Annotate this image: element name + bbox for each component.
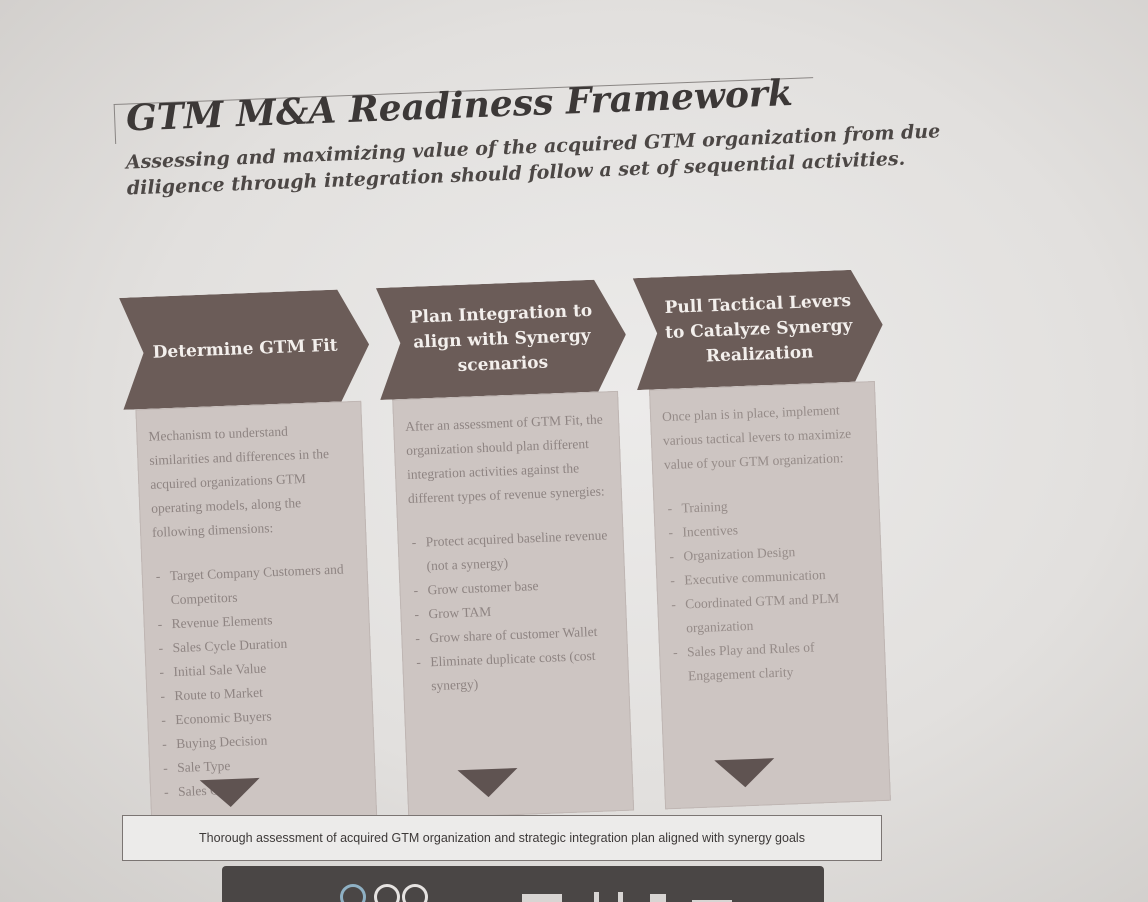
bullet-list: Protect acquired baseline revenue (not a… (409, 523, 617, 699)
list-item: Sales Play and Rules of Engagement clari… (687, 633, 875, 688)
chevron-label: Determine GTM Fit (152, 335, 338, 363)
title-tick (113, 103, 117, 144)
down-arrow-icon (199, 777, 261, 809)
window-icon[interactable] (522, 894, 562, 902)
slide: GTM M&A Readiness Framework Assessing an… (60, 0, 1094, 901)
list-item: Coordinated GTM and PLM organization (685, 585, 873, 640)
column-card: Once plan is in place, implement various… (649, 380, 891, 810)
column-card: Mechanism to understand similarities and… (135, 400, 378, 830)
divider-icon (594, 892, 599, 902)
monitor-icon[interactable] (692, 900, 732, 902)
taskbar (222, 866, 824, 902)
summary-box: Thorough assessment of acquired GTM orga… (122, 815, 882, 861)
card-intro: Once plan is in place, implement various… (661, 402, 852, 473)
list-item: Protect acquired baseline revenue (not a… (425, 523, 613, 578)
card-intro: Mechanism to understand similarities and… (148, 423, 330, 540)
list-item: Eliminate duplicate costs (cost synergy) (430, 643, 618, 698)
app-icon[interactable] (402, 884, 428, 902)
bullet-list: Target Company Customers and Competitors… (153, 557, 364, 805)
column-determine-gtm-fit: Determine GTM Fit Mechanism to understan… (119, 289, 378, 830)
chevron-label: Plan Integration to align with Synergy s… (409, 300, 593, 376)
browser-icon[interactable] (340, 884, 366, 902)
chevron-label: Pull Tactical Levers to Catalyze Synergy… (664, 290, 853, 366)
column-plan-integration: Plan Integration to align with Synergy s… (376, 279, 635, 820)
list-item: Target Company Customers and Competitors (169, 557, 357, 612)
column-card: After an assessment of GTM Fit, the orga… (392, 390, 635, 820)
divider-icon (618, 892, 623, 902)
down-arrow-icon (714, 758, 776, 789)
folder-icon[interactable] (650, 894, 666, 902)
app-icon[interactable] (374, 884, 400, 902)
bullet-list: Training Incentives Organization Design … (665, 489, 874, 689)
card-intro: After an assessment of GTM Fit, the orga… (404, 411, 605, 506)
column-tactical-levers: Pull Tactical Levers to Catalyze Synergy… (633, 269, 891, 810)
down-arrow-icon (457, 767, 519, 799)
